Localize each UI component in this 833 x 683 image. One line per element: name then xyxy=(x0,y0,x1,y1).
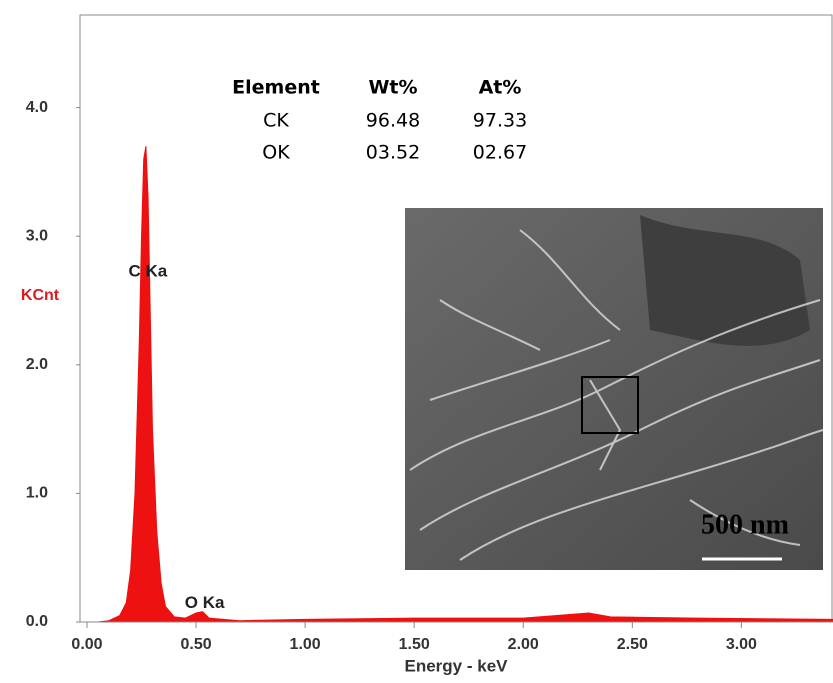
x-tick-label: 0.00 xyxy=(71,636,102,653)
table-cell: OK xyxy=(262,142,290,164)
y-tick-label: 2.0 xyxy=(26,356,48,373)
y-tick-label: 1.0 xyxy=(26,485,48,502)
table-cell: 03.52 xyxy=(366,142,420,164)
table-cell: 02.67 xyxy=(473,142,527,164)
peak-label: C Ka xyxy=(129,261,168,280)
y-tick-label: 4.0 xyxy=(26,99,48,116)
x-tick-label: 3.00 xyxy=(726,636,757,653)
y-tick-label: 0.0 xyxy=(26,613,48,630)
table-cell: 96.48 xyxy=(366,110,420,132)
table-header: Element xyxy=(232,77,320,99)
scale-label: 500 nm xyxy=(701,509,789,540)
x-axis-label: Energy - keV xyxy=(405,656,509,675)
table-cell: 97.33 xyxy=(473,110,527,132)
sem-region xyxy=(640,215,810,346)
plot-area xyxy=(97,146,833,623)
x-tick-label: 2.50 xyxy=(617,636,648,653)
x-tick-label: 2.00 xyxy=(508,636,539,653)
selection-box xyxy=(581,376,639,434)
table-header: Wt% xyxy=(368,77,417,99)
peak-label: O Ka xyxy=(185,593,225,612)
x-tick-label: 1.00 xyxy=(290,636,321,653)
table-header: At% xyxy=(479,77,522,99)
sem-image: 500 nm xyxy=(405,208,824,570)
table-cell: CK xyxy=(263,110,289,132)
y-tick-label: 3.0 xyxy=(26,227,48,244)
sem-wrinkles xyxy=(409,229,824,561)
x-tick-label: 0.50 xyxy=(180,636,211,653)
x-tick-label: 1.50 xyxy=(399,636,430,653)
spectrum xyxy=(97,146,833,623)
y-axis-label: KCnt xyxy=(21,287,60,304)
